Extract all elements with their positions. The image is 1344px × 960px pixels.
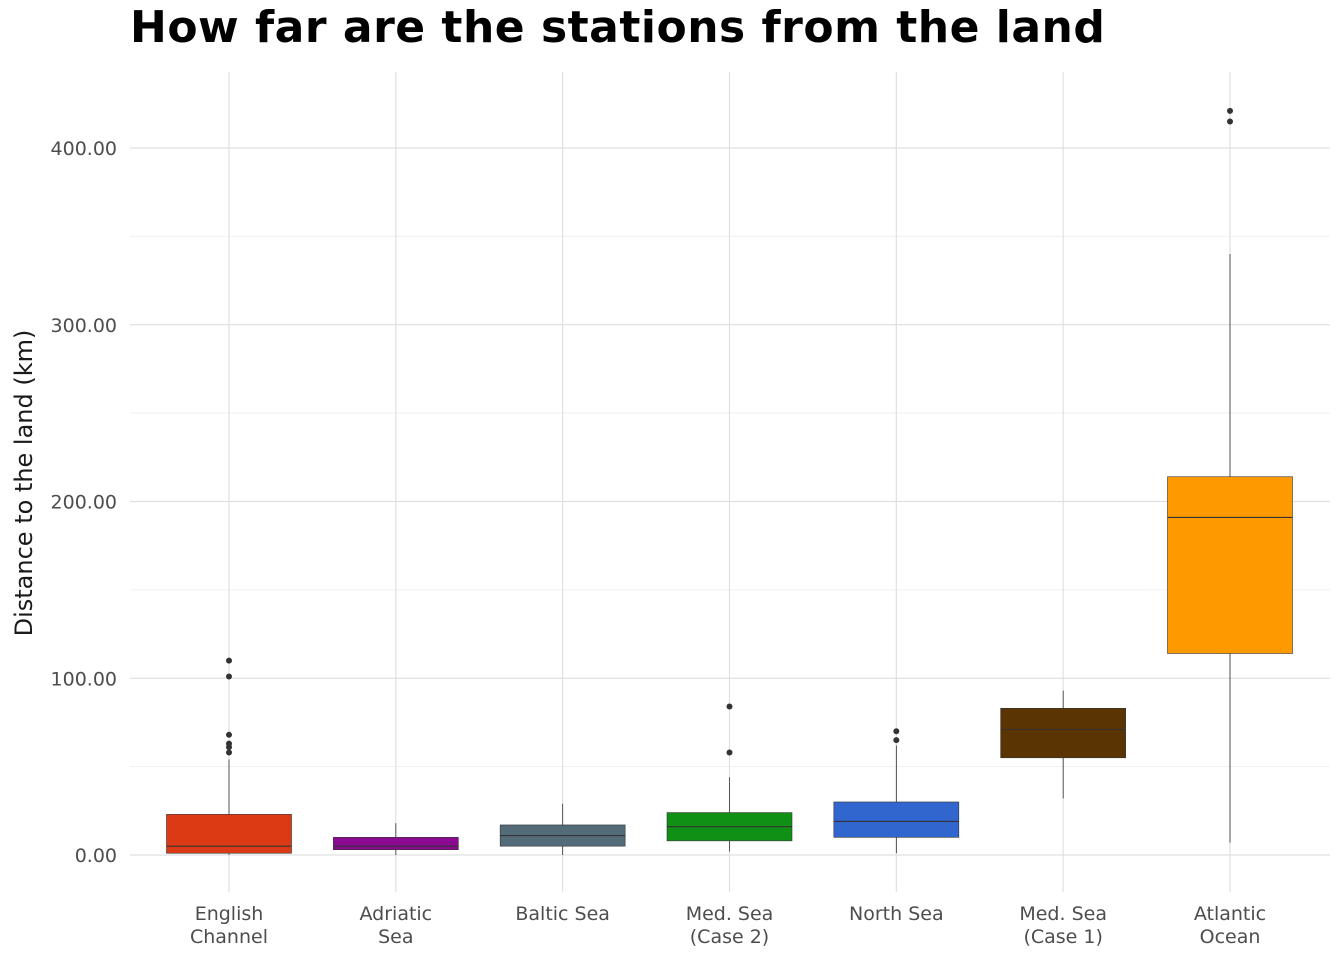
outlier-point [226, 740, 232, 747]
x-tick-label: (Case 2) [690, 926, 769, 948]
grid-lines [130, 72, 1330, 892]
x-tick-label: Adriatic [360, 903, 433, 925]
x-tick-label: Ocean [1200, 926, 1261, 948]
box-iqr [1167, 476, 1293, 654]
x-tick-label: (Case 1) [1023, 926, 1102, 948]
box-group [1000, 690, 1126, 799]
x-tick-label: North Sea [849, 903, 944, 925]
x-tick-label: Atlantic [1194, 903, 1266, 925]
outlier-point [893, 728, 900, 735]
box-iqr [1000, 707, 1126, 759]
y-tick-label: 200.00 [51, 492, 117, 514]
box-group [166, 657, 292, 855]
box-iqr [833, 801, 960, 838]
outlier-point [226, 673, 232, 680]
x-tick-label: English [195, 903, 264, 925]
y-tick-label: 400.00 [51, 138, 117, 160]
boxes [166, 107, 1293, 855]
y-tick-label: 0.00 [75, 845, 117, 867]
outlier-point [1227, 107, 1233, 114]
x-tick-label: Med. Sea [1019, 903, 1107, 925]
outlier-point [226, 749, 232, 756]
box-group [666, 703, 793, 852]
outlier-point [893, 737, 900, 744]
box-group [1167, 107, 1293, 843]
x-tick-label: Sea [378, 926, 413, 948]
x-tick-label: Med. Sea [686, 903, 774, 925]
y-tick-label: 100.00 [51, 668, 117, 690]
box-iqr [333, 837, 459, 850]
outlier-point [1227, 118, 1233, 125]
y-axis-ticks: 0.00 100.00 200.00 300.00 400.00 [51, 138, 117, 867]
y-axis-label: Distance to the land (km) [10, 330, 38, 637]
box-group [499, 803, 626, 855]
box-group [833, 728, 960, 854]
outlier-point [726, 749, 733, 756]
x-tick-label: Baltic Sea [515, 903, 610, 925]
box-group [333, 823, 459, 855]
outlier-point [226, 731, 232, 738]
outlier-point [726, 703, 733, 710]
box-iqr [166, 814, 292, 854]
y-tick-label: 300.00 [51, 315, 117, 337]
x-tick-label: Channel [190, 926, 268, 948]
chart-title: How far are the stations from the land [130, 2, 1106, 53]
outlier-point [226, 657, 232, 664]
